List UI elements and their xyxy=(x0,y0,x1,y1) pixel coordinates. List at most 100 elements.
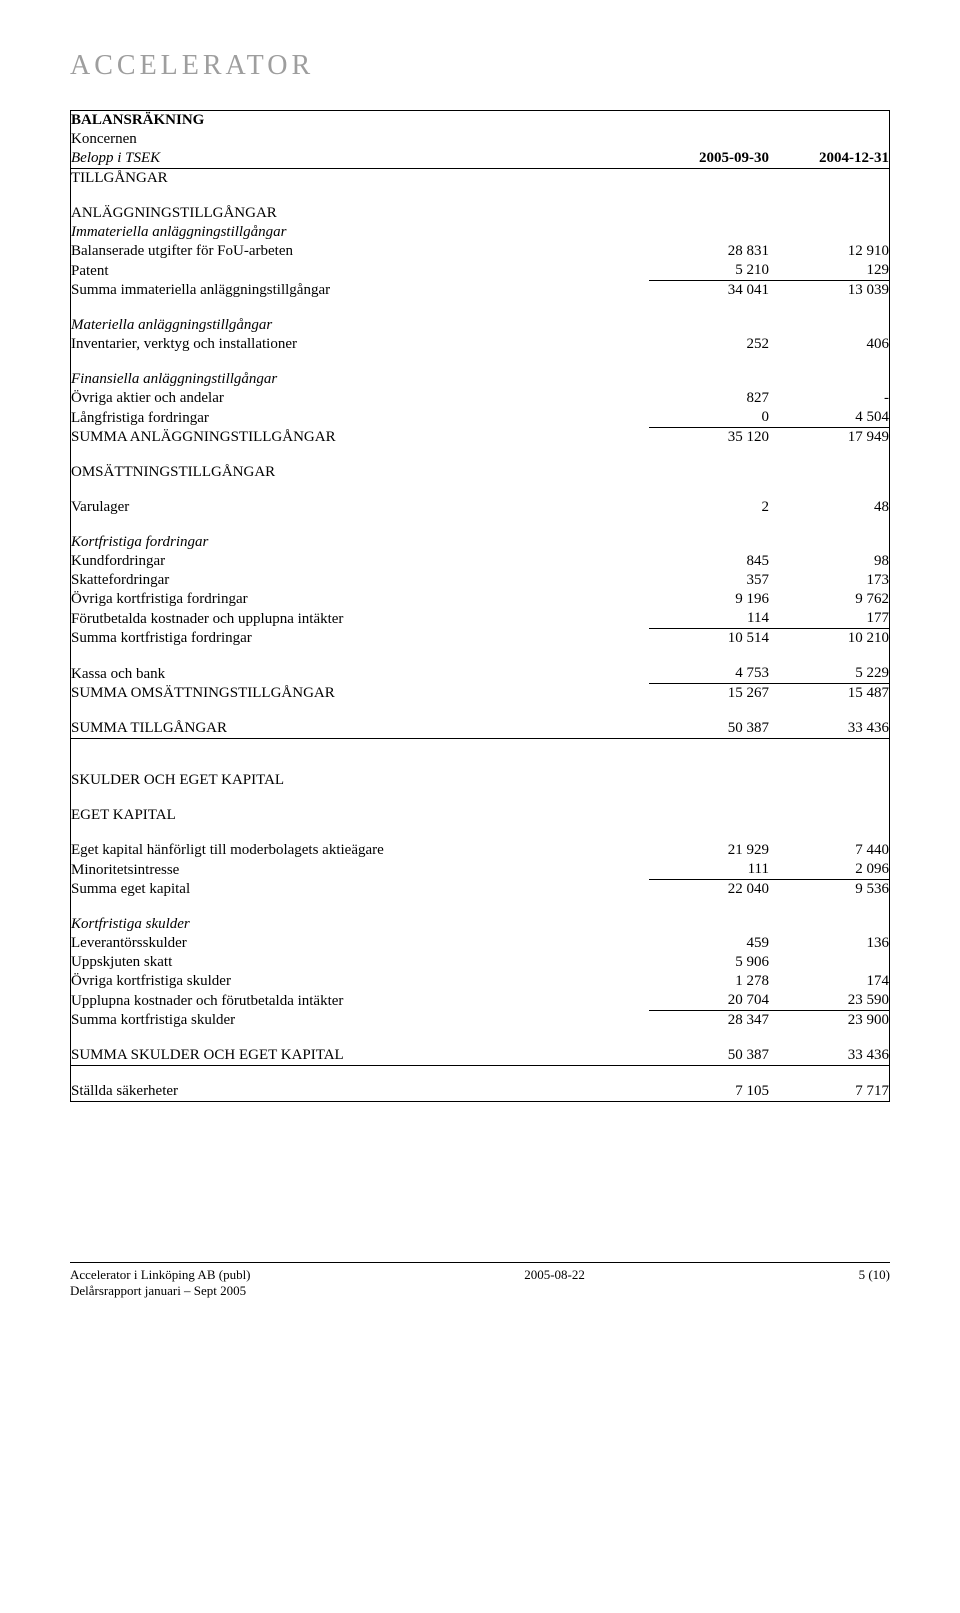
footer-mid: 2005-08-22 xyxy=(524,1267,585,1299)
s7-sum-l: SUMMA TILLGÅNGAR xyxy=(71,719,649,739)
s5-r2-b: 173 xyxy=(769,571,889,590)
s11-r1-b: 7 717 xyxy=(769,1082,889,1101)
col-header-2: 2004-12-31 xyxy=(769,149,889,169)
s9-r3-a: 1 278 xyxy=(649,972,769,991)
s6-r1-l: Kassa och bank xyxy=(71,664,649,684)
s8-r2-b: 2 096 xyxy=(769,860,889,880)
s9-sum-l: Summa kortfristiga skulder xyxy=(71,1011,649,1031)
s7-sum-a: 50 387 xyxy=(649,719,769,739)
s4-r1-b: 48 xyxy=(769,498,889,517)
s9-r4-a: 20 704 xyxy=(649,991,769,1011)
s5-r3-l: Övriga kortfristiga fordringar xyxy=(71,590,649,609)
s9-r2-a: 5 906 xyxy=(649,953,769,972)
s9-r1-b: 136 xyxy=(769,934,889,953)
s2-sub: Materiella anläggningstillgångar xyxy=(71,316,649,335)
footer-left: Accelerator i Linköping AB (publ) Delårs… xyxy=(70,1267,251,1299)
s9-r3-l: Övriga kortfristiga skulder xyxy=(71,972,649,991)
s8-sub: EGET KAPITAL xyxy=(71,806,649,825)
s3-r1-l: Övriga aktier och andelar xyxy=(71,389,649,408)
s11-r1-l: Ställda säkerheter xyxy=(71,1082,649,1101)
s1-h: ANLÄGGNINGSTILLGÅNGAR xyxy=(71,204,649,223)
footer-left1: Accelerator i Linköping AB (publ) xyxy=(70,1267,251,1283)
s3-r2-a: 0 xyxy=(649,408,769,428)
s3-sum-b: 17 949 xyxy=(769,428,889,448)
s9-r3-b: 174 xyxy=(769,972,889,991)
s5-r3-a: 9 196 xyxy=(649,590,769,609)
title-koncernen: Koncernen xyxy=(71,130,649,149)
s10-sum-l: SUMMA SKULDER OCH EGET KAPITAL xyxy=(71,1046,649,1066)
s4-r1-l: Varulager xyxy=(71,498,649,517)
balance-sheet-box: BALANSRÄKNING Koncernen Belopp i TSEK 20… xyxy=(70,110,890,1102)
s5-r2-a: 357 xyxy=(649,571,769,590)
s3-r2-l: Långfristiga fordringar xyxy=(71,408,649,428)
s3-r2-b: 4 504 xyxy=(769,408,889,428)
s2-r1-l: Inventarier, verktyg och installationer xyxy=(71,335,649,354)
s5-r1-l: Kundfordringar xyxy=(71,552,649,571)
s11-r1-a: 7 105 xyxy=(649,1082,769,1101)
s3-sum-a: 35 120 xyxy=(649,428,769,448)
s6-r1-b: 5 229 xyxy=(769,664,889,684)
s9-r1-a: 459 xyxy=(649,934,769,953)
balance-table: BALANSRÄKNING Koncernen Belopp i TSEK 20… xyxy=(71,111,889,1101)
s3-sub: Finansiella anläggningstillgångar xyxy=(71,370,649,389)
s4-r1-a: 2 xyxy=(649,498,769,517)
s1-sum-b: 13 039 xyxy=(769,281,889,301)
s9-r4-l: Upplupna kostnader och förutbetalda intä… xyxy=(71,991,649,1011)
s9-r2-b xyxy=(769,953,889,972)
s3-sum-l: SUMMA ANLÄGGNINGSTILLGÅNGAR xyxy=(71,428,649,448)
s5-sum-b: 10 210 xyxy=(769,629,889,649)
s1-r1-l: Balanserade utgifter för FoU-arbeten xyxy=(71,242,649,261)
s6-r1-a: 4 753 xyxy=(649,664,769,684)
s9-sub: Kortfristiga skulder xyxy=(71,915,649,934)
s8-r1-l: Eget kapital hänförligt till moderbolage… xyxy=(71,841,649,860)
s6-sum-a: 15 267 xyxy=(649,684,769,704)
s1-sub: Immateriella anläggningstillgångar xyxy=(71,223,649,242)
s8-sum-l: Summa eget kapital xyxy=(71,880,649,900)
s5-sum-l: Summa kortfristiga fordringar xyxy=(71,629,649,649)
s1-r2-a: 5 210 xyxy=(649,261,769,281)
s5-r4-a: 114 xyxy=(649,609,769,629)
footer-right: 5 (10) xyxy=(859,1267,890,1299)
s1-r2-b: 129 xyxy=(769,261,889,281)
s2-r1-b: 406 xyxy=(769,335,889,354)
s8-h: SKULDER OCH EGET KAPITAL xyxy=(71,771,649,790)
s1-sum-l: Summa immateriella anläggningstillgångar xyxy=(71,281,649,301)
s5-sum-a: 10 514 xyxy=(649,629,769,649)
s5-r4-b: 177 xyxy=(769,609,889,629)
s9-sum-b: 23 900 xyxy=(769,1011,889,1031)
s8-r2-a: 111 xyxy=(649,860,769,880)
title-belopp: Belopp i TSEK xyxy=(71,149,649,169)
footer-left2: Delårsrapport januari – Sept 2005 xyxy=(70,1283,251,1299)
col-header-1: 2005-09-30 xyxy=(649,149,769,169)
s5-r1-a: 845 xyxy=(649,552,769,571)
title-row: BALANSRÄKNING xyxy=(71,111,889,130)
page: ACCELERATOR BALANSRÄKNING Koncernen Belo… xyxy=(0,0,960,1339)
s9-r2-l: Uppskjuten skatt xyxy=(71,953,649,972)
s10-sum-b: 33 436 xyxy=(769,1046,889,1066)
s5-r2-l: Skattefordringar xyxy=(71,571,649,590)
s5-r4-l: Förutbetalda kostnader och upplupna intä… xyxy=(71,609,649,629)
s1-r1-a: 28 831 xyxy=(649,242,769,261)
title-tillgangar: TILLGÅNGAR xyxy=(71,169,649,189)
logo: ACCELERATOR xyxy=(70,50,890,82)
s5-sub: Kortfristiga fordringar xyxy=(71,533,649,552)
footer: Accelerator i Linköping AB (publ) Delårs… xyxy=(70,1262,890,1299)
title-balansrakning: BALANSRÄKNING xyxy=(71,111,649,130)
s9-r4-b: 23 590 xyxy=(769,991,889,1011)
s5-r1-b: 98 xyxy=(769,552,889,571)
s5-r3-b: 9 762 xyxy=(769,590,889,609)
s9-r1-l: Leverantörsskulder xyxy=(71,934,649,953)
s8-r1-a: 21 929 xyxy=(649,841,769,860)
s9-sum-a: 28 347 xyxy=(649,1011,769,1031)
s8-r2-l: Minoritetsintresse xyxy=(71,860,649,880)
s8-r1-b: 7 440 xyxy=(769,841,889,860)
s8-sum-a: 22 040 xyxy=(649,880,769,900)
s10-sum-a: 50 387 xyxy=(649,1046,769,1066)
s3-r1-a: 827 xyxy=(649,389,769,408)
s6-sum-b: 15 487 xyxy=(769,684,889,704)
s4-h: OMSÄTTNINGSTILLGÅNGAR xyxy=(71,463,649,482)
s7-sum-b: 33 436 xyxy=(769,719,889,739)
s3-r1-b: - xyxy=(769,389,889,408)
s2-r1-a: 252 xyxy=(649,335,769,354)
s1-sum-a: 34 041 xyxy=(649,281,769,301)
